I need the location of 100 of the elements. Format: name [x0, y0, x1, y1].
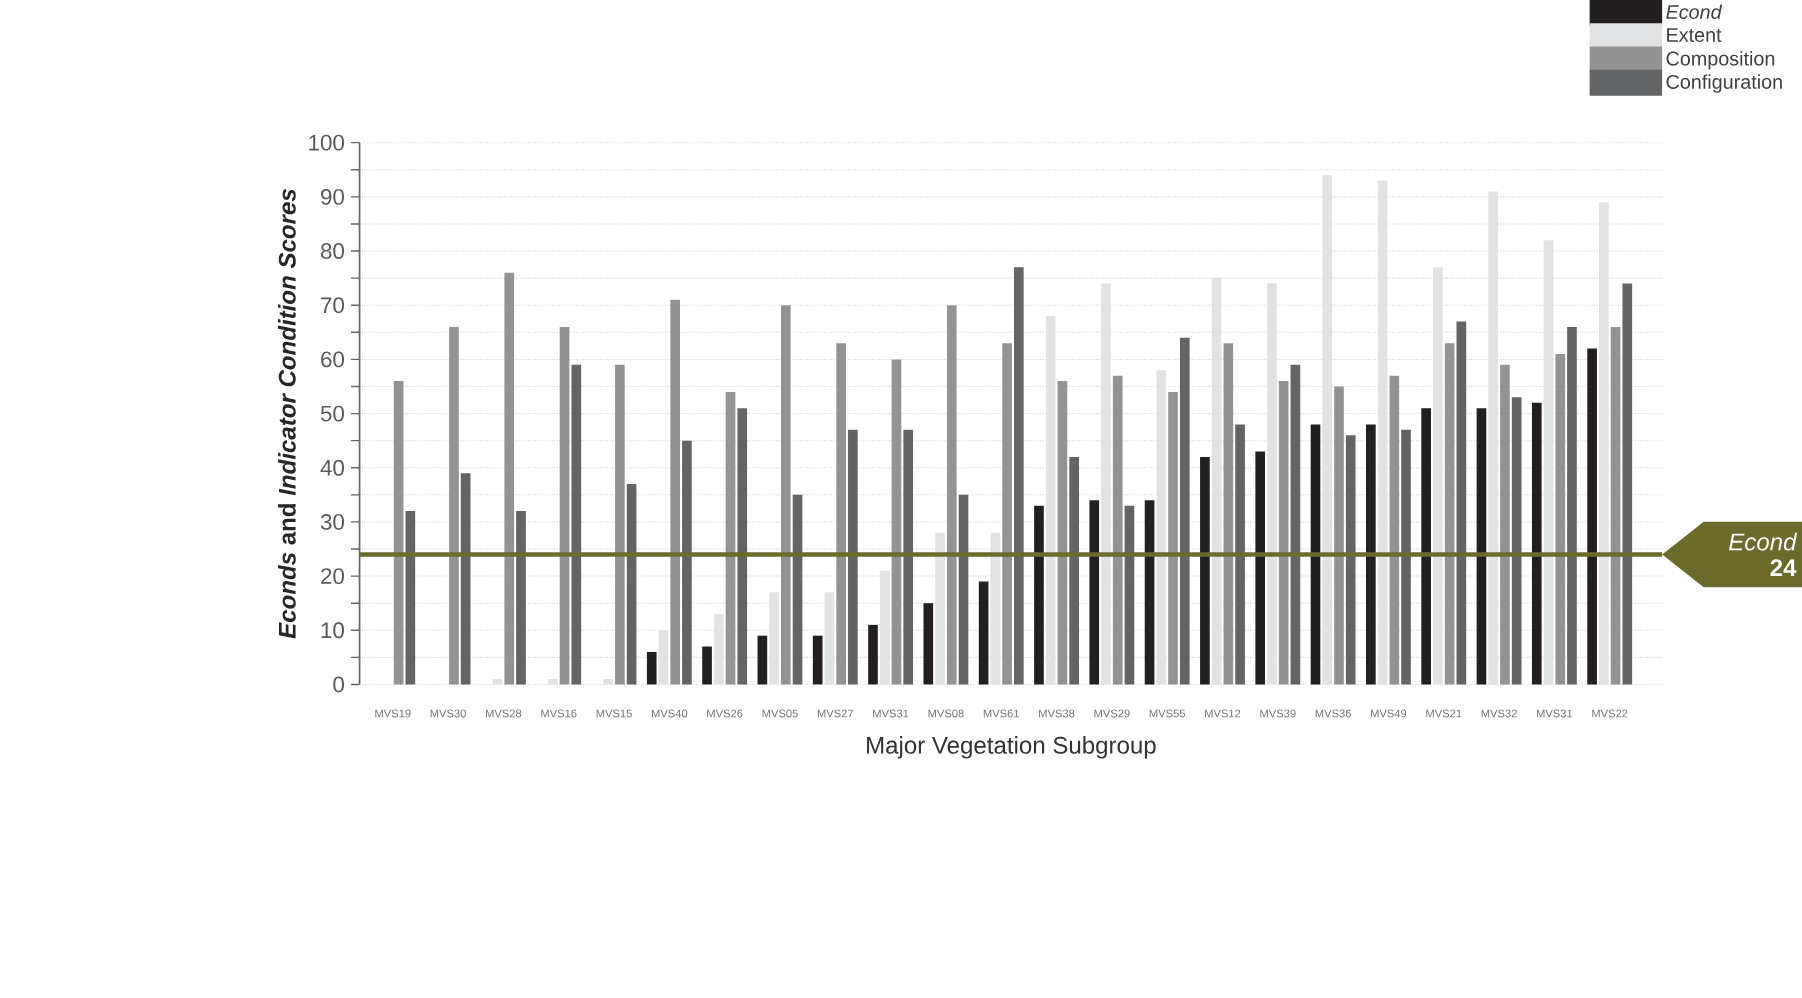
legend-label: Econd: [1666, 4, 1723, 19]
x-axis-title: Major Vegetation Subgroup: [867, 735, 1156, 759]
bar: [1345, 434, 1356, 685]
bar: [990, 532, 1001, 685]
bar: [393, 380, 404, 685]
bar: [1168, 391, 1178, 685]
bar: [812, 635, 823, 685]
bar: [1089, 499, 1100, 685]
bar: [1543, 239, 1554, 685]
bar: [792, 494, 803, 685]
bar: [958, 494, 969, 685]
bar: [1057, 380, 1068, 685]
bar: [1567, 326, 1577, 685]
bar: [725, 391, 736, 685]
bar: [1377, 180, 1388, 685]
bar: [1433, 266, 1443, 685]
bar: [702, 646, 712, 685]
bar: [781, 304, 791, 685]
bar: [935, 532, 945, 685]
bar: [1156, 369, 1167, 685]
bar: [946, 304, 957, 685]
bar: [1278, 380, 1289, 685]
bar: [1069, 456, 1079, 685]
bar: [504, 272, 515, 685]
bar: [1421, 407, 1431, 685]
bar: [1002, 342, 1012, 685]
bar: [682, 440, 692, 685]
bar: [571, 364, 582, 685]
bar: [1045, 315, 1056, 685]
bar: [868, 624, 878, 685]
bar: [1555, 353, 1566, 685]
y-tick-label: 10: [321, 622, 344, 638]
y-tick-label: 50: [320, 405, 344, 422]
bar: [757, 635, 768, 685]
bar: [449, 326, 459, 685]
bar: [1200, 456, 1210, 685]
legend-label: Configuration: [1666, 74, 1782, 93]
bar: [626, 483, 637, 685]
bar: [670, 299, 681, 685]
bar: [978, 581, 989, 685]
bar: [1034, 505, 1044, 685]
ref-line-label: Econd 24: [1728, 532, 1798, 576]
bar: [903, 429, 914, 685]
bar: [1124, 505, 1135, 685]
legend-label: Composition: [1666, 50, 1775, 70]
bar: [1456, 321, 1467, 685]
bar: [1255, 451, 1266, 685]
bar: [848, 429, 858, 685]
bar: [559, 326, 570, 685]
bar: [891, 359, 902, 685]
bar: [1310, 424, 1321, 685]
bar: [548, 678, 558, 685]
bar: [923, 602, 934, 685]
bar: [1587, 348, 1597, 685]
bar: [516, 510, 526, 685]
bar: [1610, 326, 1621, 685]
bar: [1531, 402, 1542, 685]
bar: [646, 651, 657, 685]
bar: [824, 592, 835, 685]
y-tick-label: 40: [320, 459, 344, 476]
y-tick-label: 30: [320, 513, 344, 530]
bar: [1223, 342, 1234, 685]
y-axis-title: Econds and Indicator Condition Scores: [278, 188, 296, 639]
bar: [1211, 277, 1222, 685]
bar: [405, 510, 416, 685]
bar: [1334, 386, 1344, 685]
y-tick-label: 90: [321, 188, 344, 205]
bar: [1290, 364, 1301, 685]
bar: [1366, 424, 1376, 685]
bar: [737, 407, 748, 685]
bar: [1267, 283, 1277, 685]
bar: [1444, 342, 1455, 685]
bar: [769, 592, 779, 685]
bar: [603, 678, 613, 685]
bar: [713, 613, 724, 685]
bar: [615, 364, 625, 685]
bar: [460, 472, 471, 685]
bar: [1401, 429, 1411, 685]
y-tick-label: 20: [321, 567, 344, 584]
bar: [1599, 201, 1609, 685]
bar: [1476, 407, 1487, 685]
bar: [658, 629, 669, 685]
legend-label: Extent: [1667, 27, 1722, 42]
bar: [1322, 174, 1333, 685]
bar: [1235, 424, 1245, 685]
bar: [1488, 191, 1499, 685]
bar: [1112, 375, 1123, 685]
y-tick-label: 0: [333, 676, 344, 693]
bar: [1500, 364, 1510, 685]
bar: [1389, 375, 1400, 685]
bar: [836, 342, 846, 685]
bar: [879, 570, 890, 685]
bar: [1144, 499, 1155, 685]
bar: [1622, 283, 1633, 685]
y-tick-label: 70: [321, 296, 344, 313]
y-tick-label: 60: [321, 351, 344, 367]
bar: [1101, 283, 1111, 685]
bar: [1179, 337, 1190, 685]
bar: [1013, 266, 1024, 685]
y-tick-label: 100: [309, 134, 344, 151]
